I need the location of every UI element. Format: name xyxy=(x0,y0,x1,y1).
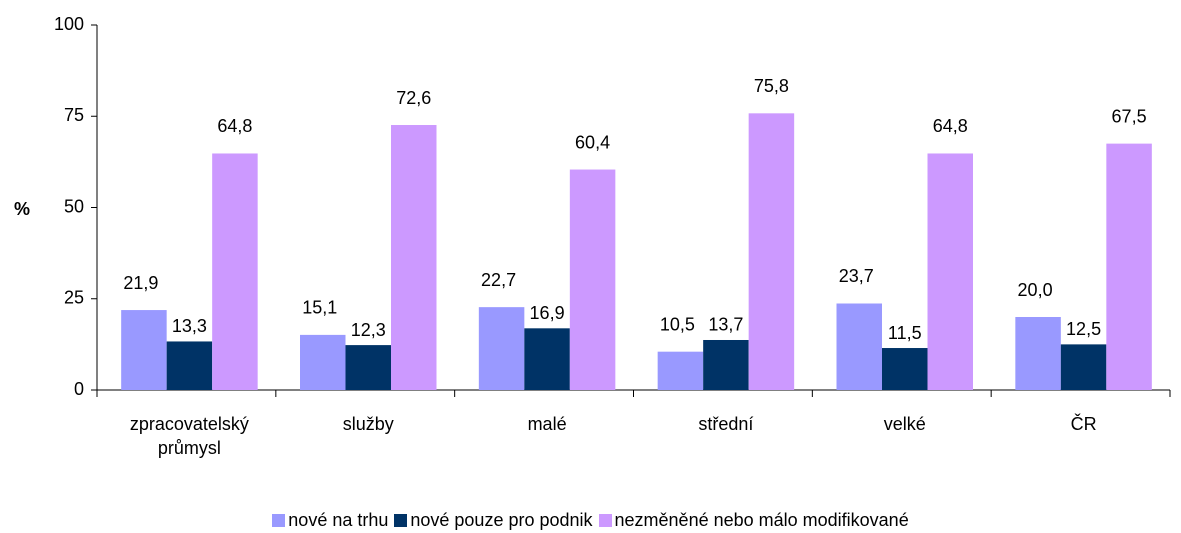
y-tick-label: 75 xyxy=(64,105,84,125)
bar xyxy=(748,113,795,390)
y-tick-label: 0 xyxy=(74,379,84,399)
value-label: 13,3 xyxy=(172,316,207,336)
bar xyxy=(836,303,882,390)
value-label: 20,0 xyxy=(1018,280,1053,300)
bar xyxy=(569,169,616,390)
value-label: 15,1 xyxy=(302,298,337,318)
y-tick-label: 50 xyxy=(64,196,84,216)
legend-item: nové na trhu xyxy=(272,510,388,531)
x-tick-label: malé xyxy=(527,414,567,434)
bar xyxy=(703,339,749,390)
value-label: 23,7 xyxy=(839,266,874,286)
x-tick-label: velké xyxy=(883,414,926,434)
legend-label: nové na trhu xyxy=(288,510,389,530)
value-label: 64,8 xyxy=(933,116,968,136)
value-label: 22,7 xyxy=(481,270,516,290)
value-label: 64,8 xyxy=(217,116,252,136)
bar xyxy=(1060,344,1107,390)
bar xyxy=(345,345,391,390)
x-tick-label: střední xyxy=(698,414,754,434)
value-label: 12,3 xyxy=(351,320,386,340)
legend-swatch xyxy=(598,514,612,527)
bar xyxy=(391,125,437,390)
legend-swatch xyxy=(272,514,286,527)
legend-item: nové pouze pro podnik xyxy=(394,510,593,531)
bar xyxy=(657,351,704,390)
bar xyxy=(927,153,973,390)
bar xyxy=(1015,317,1061,390)
value-label: 13,7 xyxy=(708,315,743,335)
x-tick-label: ČR xyxy=(1070,414,1097,434)
legend-label: nezměněné nebo málo modifikované xyxy=(614,510,909,530)
bar xyxy=(212,153,258,390)
legend: nové na trhu nové pouze pro podnik nezměně… xyxy=(0,510,1181,531)
value-label: 75,8 xyxy=(754,76,789,96)
x-tick-label: služby xyxy=(342,414,394,434)
value-label: 16,9 xyxy=(530,303,565,323)
value-label: 67,5 xyxy=(1112,106,1147,126)
value-label: 21,9 xyxy=(123,273,158,293)
legend-swatch xyxy=(394,514,408,527)
bar xyxy=(121,310,167,390)
bar xyxy=(300,334,346,390)
y-tick-label: 25 xyxy=(64,288,84,308)
value-label: 10,5 xyxy=(660,314,695,334)
y-axis-label: % xyxy=(14,199,30,219)
x-tick-label: zpracovatelský průmysl xyxy=(129,414,249,458)
value-label: 60,4 xyxy=(575,132,610,152)
legend-label: nové pouze pro podnik xyxy=(410,510,593,530)
value-label: 12,5 xyxy=(1066,319,1101,339)
value-label: 72,6 xyxy=(396,88,431,108)
y-tick-label: 100 xyxy=(54,14,84,34)
bar xyxy=(166,341,213,390)
legend-item: nezměněné nebo málo modifikované xyxy=(598,510,909,531)
bar xyxy=(1106,143,1152,390)
bar xyxy=(882,348,928,390)
bar xyxy=(524,328,570,390)
value-label: 11,5 xyxy=(888,323,922,343)
bar xyxy=(478,307,525,390)
